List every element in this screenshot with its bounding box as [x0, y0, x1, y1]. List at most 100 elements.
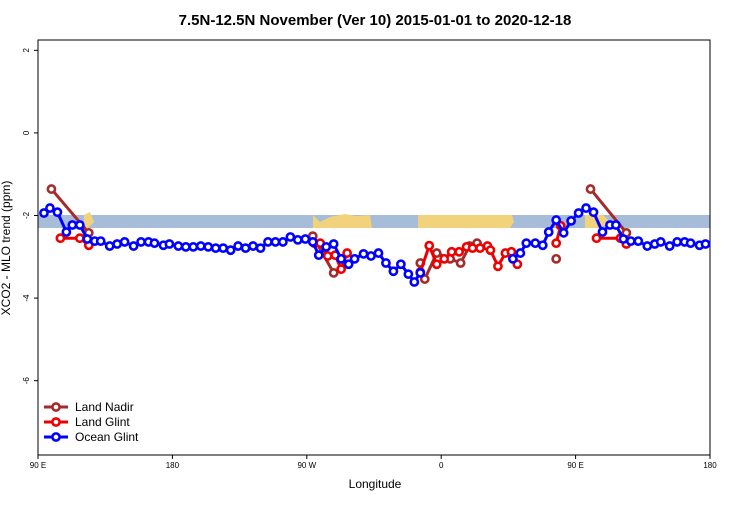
point: [67, 220, 78, 230]
point: [263, 237, 273, 247]
point: [149, 238, 160, 249]
point: [388, 266, 399, 277]
point: [61, 227, 72, 237]
legend-label: Land Nadir: [75, 400, 134, 414]
x-tick-label: 90 W: [297, 461, 316, 470]
point: [597, 227, 608, 237]
point: [342, 248, 353, 258]
point: [455, 258, 466, 268]
land-shape: [313, 214, 372, 228]
point: [611, 220, 621, 230]
point: [292, 234, 303, 245]
point: [225, 245, 236, 256]
y-tick-label: 0: [22, 130, 31, 135]
point: [625, 236, 636, 246]
point: [321, 241, 332, 252]
point: [685, 238, 696, 249]
point: [366, 251, 376, 261]
legend-label: Land Glint: [75, 415, 130, 429]
point: [700, 239, 711, 249]
point: [349, 253, 360, 264]
x-tick-label: 90 E: [567, 461, 583, 470]
point: [164, 239, 175, 249]
point: [119, 237, 130, 247]
point: [55, 233, 66, 244]
point: [551, 215, 562, 225]
ocean-band: [38, 215, 710, 228]
point: [530, 238, 541, 249]
point: [95, 236, 106, 246]
point: [409, 277, 420, 287]
point: [307, 237, 318, 247]
point: [581, 203, 591, 213]
point: [255, 243, 266, 254]
x-tick-label: 90 E: [30, 461, 46, 470]
point: [431, 259, 442, 270]
point: [240, 243, 251, 254]
point: [233, 241, 244, 251]
point: [493, 261, 503, 272]
point: [633, 236, 644, 246]
y-tick-label: -6: [22, 377, 31, 385]
x-axis-label: Longitude: [349, 477, 402, 491]
land-shape: [418, 215, 514, 228]
point: [270, 237, 281, 247]
point: [248, 241, 258, 251]
point: [328, 267, 339, 278]
y-tick-label: -2: [22, 211, 31, 219]
point: [585, 184, 596, 194]
chart-title: 7.5N-12.5N November (Ver 10) 2015-01-01 …: [179, 12, 572, 29]
point: [278, 237, 288, 247]
point: [439, 253, 450, 264]
point: [46, 184, 57, 194]
point: [336, 264, 347, 275]
y-axis-label: XCO2 - MLO trend (ppm): [0, 181, 13, 316]
point: [128, 241, 139, 251]
x-tick-label: 180: [166, 461, 180, 470]
point: [454, 246, 465, 257]
point: [218, 243, 229, 254]
point: [343, 259, 354, 270]
legend-marker: [51, 432, 61, 442]
point: [136, 237, 146, 247]
point: [551, 253, 562, 264]
point: [188, 241, 199, 252]
point: [104, 241, 115, 251]
y-tick-label: -4: [22, 294, 31, 302]
point: [573, 208, 584, 218]
legend-marker: [51, 417, 61, 427]
land-shape: [84, 212, 94, 228]
point: [74, 233, 85, 244]
y-tick-label: 2: [22, 48, 31, 53]
point: [336, 253, 347, 264]
point: [591, 233, 602, 244]
point: [672, 237, 683, 247]
point: [537, 240, 548, 251]
x-tick-label: 0: [439, 461, 444, 470]
point: [82, 234, 93, 244]
point: [655, 237, 666, 247]
point: [285, 232, 296, 242]
point: [210, 243, 221, 254]
background-map: [38, 212, 710, 228]
point: [551, 238, 562, 249]
point: [358, 249, 369, 259]
point: [74, 220, 85, 230]
point: [618, 234, 629, 244]
point: [566, 215, 577, 226]
point: [419, 274, 430, 284]
point: [515, 248, 526, 258]
point: [403, 269, 414, 280]
point: [300, 234, 311, 244]
point: [424, 240, 435, 251]
point: [475, 243, 485, 254]
point: [543, 227, 554, 237]
point: [322, 251, 333, 261]
point: [328, 239, 339, 249]
point: [588, 207, 599, 218]
point: [52, 207, 63, 218]
legend-label: Ocean Glint: [75, 430, 139, 444]
legend-marker: [51, 402, 61, 412]
point: [180, 241, 191, 252]
